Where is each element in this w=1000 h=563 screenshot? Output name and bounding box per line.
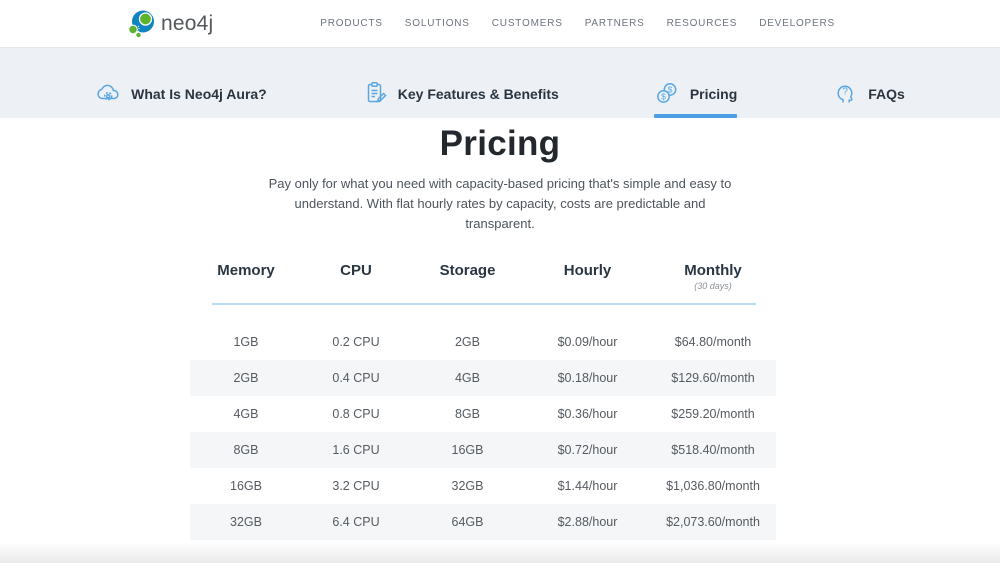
table-cell-hourly: $0.18/hour xyxy=(557,371,618,386)
table-cell-monthly: $64.80/month xyxy=(674,335,752,350)
coins-dollar-icon: $ $ xyxy=(654,80,681,107)
tab-key-features-benefits[interactable]: Key Features & Benefits xyxy=(362,48,559,118)
tab-label: FAQs xyxy=(868,85,905,102)
pricing-section: Pricing Pay only for what you need with … xyxy=(0,118,1000,563)
table-cell-cpu: 1.6 CPU xyxy=(332,443,380,458)
nav-partners[interactable]: PARTNERS xyxy=(584,18,645,29)
table-cell-storage: 32GB xyxy=(451,479,484,494)
tab-what-is-neo4j-aura[interactable]: What Is Neo4j Aura? xyxy=(95,48,267,118)
table-cell-monthly: $2,073.60/month xyxy=(666,515,760,530)
table-row: 2GB 0.4 CPU 4GB $0.18/hour $129.60/month xyxy=(190,360,776,397)
page-subtitle: Pay only for what you need with capacity… xyxy=(268,176,732,232)
table-cell-memory: 32GB xyxy=(230,515,262,530)
column-header-memory: Memory xyxy=(217,262,275,280)
table-cell-memory: 1GB xyxy=(233,335,259,350)
monthly-period-note: (30 days) xyxy=(694,281,732,292)
top-header: neo4j PRODUCTS SOLUTIONS CUSTOMERS PARTN… xyxy=(0,0,1000,48)
table-cell-hourly: $0.72/hour xyxy=(557,443,618,458)
column-header-hourly: Hourly xyxy=(563,262,612,280)
table-cell-cpu: 0.4 CPU xyxy=(332,371,380,386)
active-tab-indicator xyxy=(653,114,738,118)
table-cell-hourly: $0.36/hour xyxy=(557,407,618,422)
table-cell-storage: 64GB xyxy=(451,515,484,530)
svg-text:$: $ xyxy=(667,85,672,95)
table-cell-cpu: 6.4 CPU xyxy=(332,515,380,530)
nav-developers[interactable]: DEVELOPERS xyxy=(759,18,835,29)
nav-solutions[interactable]: SOLUTIONS xyxy=(404,18,470,29)
table-cell-memory: 16GB xyxy=(230,479,262,494)
column-header-storage: Storage xyxy=(439,262,496,280)
column-header-monthly-label: Monthly xyxy=(684,262,742,280)
table-cell-storage: 16GB xyxy=(451,443,484,458)
nav-resources[interactable]: RESOURCES xyxy=(666,18,738,29)
table-cell-memory: 4GB xyxy=(233,407,259,422)
table-row: 1GB 0.2 CPU 2GB $0.09/hour $64.80/month xyxy=(190,324,776,361)
tab-indicator xyxy=(362,114,559,118)
tab-label: Pricing xyxy=(689,85,738,102)
tab-pricing[interactable]: $ $ Pricing xyxy=(653,48,738,118)
svg-text:$: $ xyxy=(661,92,666,102)
table-row: 4GB 0.8 CPU 8GB $0.36/hour $259.20/month xyxy=(190,396,776,433)
neo4j-logo[interactable]: neo4j xyxy=(125,8,213,40)
table-cell-monthly: $259.20/month xyxy=(671,407,755,422)
table-cell-cpu: 0.8 CPU xyxy=(332,407,380,422)
column-header-monthly: Monthly (30 days) xyxy=(650,262,776,291)
head-question-icon: ? xyxy=(832,80,859,107)
pricing-table-header: Memory CPU Storage Hourly Monthly (30 da… xyxy=(190,262,776,291)
table-header-rule xyxy=(212,303,756,306)
table-cell-storage: 2GB xyxy=(454,335,480,350)
table-cell-cpu: 0.2 CPU xyxy=(332,335,380,350)
table-cell-hourly: $0.09/hour xyxy=(557,335,618,350)
table-row: 16GB 3.2 CPU 32GB $1.44/hour $1,036.80/m… xyxy=(190,468,776,505)
table-cell-memory: 2GB xyxy=(233,371,259,386)
tab-faqs[interactable]: ? FAQs xyxy=(832,48,905,118)
pricing-table-body: 1GB 0.2 CPU 2GB $0.09/hour $64.80/month … xyxy=(190,324,776,563)
table-cell-monthly: $1,036.80/month xyxy=(666,479,760,494)
table-row: 8GB 1.6 CPU 16GB $0.72/hour $518.40/mont… xyxy=(190,432,776,469)
logo-text: neo4j xyxy=(161,11,214,35)
clipboard-pencil-icon xyxy=(362,80,389,107)
top-nav: PRODUCTS SOLUTIONS CUSTOMERS PARTNERS RE… xyxy=(320,18,835,29)
table-cell-hourly: $1.44/hour xyxy=(557,479,618,494)
pricing-table: Memory CPU Storage Hourly Monthly (30 da… xyxy=(190,262,776,563)
tab-label: What Is Neo4j Aura? xyxy=(131,85,267,102)
table-cell-storage: 4GB xyxy=(454,371,480,386)
table-cell-monthly: $129.60/month xyxy=(671,371,755,386)
table-cell-storage: 8GB xyxy=(454,407,480,422)
page-bottom-gradient xyxy=(0,543,1000,563)
page-title: Pricing xyxy=(439,124,561,163)
neo4j-graph-icon xyxy=(125,8,157,40)
cloud-gear-icon xyxy=(95,80,122,107)
table-cell-memory: 8GB xyxy=(233,443,259,458)
tab-indicator xyxy=(95,114,267,118)
svg-text:?: ? xyxy=(843,87,849,98)
nav-products[interactable]: PRODUCTS xyxy=(320,18,383,29)
aura-section-tabs: What Is Neo4j Aura? Key Features & Benef… xyxy=(0,48,1000,118)
column-header-cpu: CPU xyxy=(340,262,372,280)
tab-label: Key Features & Benefits xyxy=(397,85,559,102)
nav-customers[interactable]: CUSTOMERS xyxy=(491,18,563,29)
table-cell-monthly: $518.40/month xyxy=(671,443,755,458)
tab-indicator xyxy=(832,114,905,118)
table-cell-hourly: $2.88/hour xyxy=(557,515,618,530)
table-row: 32GB 6.4 CPU 64GB $2.88/hour $2,073.60/m… xyxy=(190,504,776,541)
table-cell-cpu: 3.2 CPU xyxy=(332,479,380,494)
